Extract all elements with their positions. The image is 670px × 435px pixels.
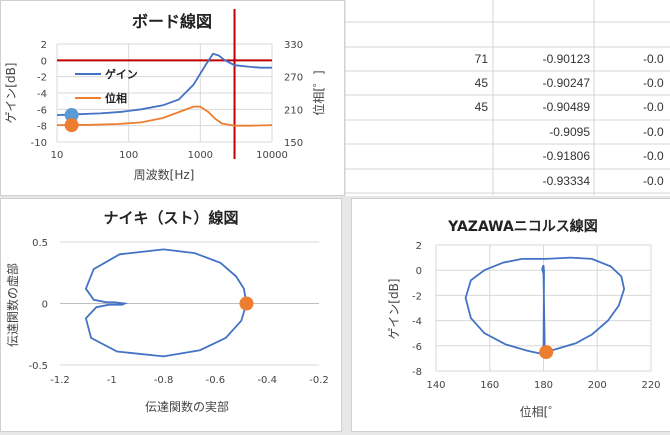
cell-a3[interactable]: 45 bbox=[474, 100, 488, 114]
x-tick-label: 10 bbox=[51, 150, 64, 161]
y-tick-label: 0.5 bbox=[32, 238, 48, 249]
gain-marker bbox=[64, 108, 79, 123]
cell-b2[interactable]: -0.90247 bbox=[542, 76, 590, 90]
x-tick-label: 200 bbox=[588, 380, 607, 391]
x-tick-label: 220 bbox=[641, 380, 660, 391]
chart-title: YAZAWAニコルス線図 bbox=[447, 218, 598, 235]
nichols-chart-panel[interactable]: YAZAWAニコルス線図 2 0 -2 -4 -6 -8 140 160 180 200 220 位相[… bbox=[351, 198, 670, 432]
y2-tick-label: 270 bbox=[284, 73, 303, 84]
x-axis-title: 周波数[Hz] bbox=[134, 167, 195, 182]
x-tick-label: -0.2 bbox=[309, 375, 329, 386]
cell-b1[interactable]: -0.90123 bbox=[542, 52, 590, 66]
x-tick-label: -1 bbox=[107, 375, 117, 386]
x-tick-label: 180 bbox=[534, 380, 553, 391]
cell-b4[interactable]: -0.9095 bbox=[549, 125, 590, 139]
y-tick-label: -2 bbox=[412, 291, 422, 302]
x-axis-title: 位相[゜ bbox=[520, 404, 561, 419]
cell-c6[interactable]: -0.0 bbox=[643, 174, 664, 188]
cell-b5[interactable]: -0.91806 bbox=[542, 149, 590, 163]
cell-a2[interactable]: 45 bbox=[474, 76, 488, 90]
x-tick-label: -0.4 bbox=[257, 375, 277, 386]
cell-c5[interactable]: -0.0 bbox=[643, 149, 664, 163]
y-tick-label: 0 bbox=[42, 300, 48, 311]
cell-c2[interactable]: -0.0 bbox=[643, 76, 664, 90]
x-tick-label: -1.2 bbox=[50, 375, 70, 386]
nyquist-chart: ナイキ（スト）線図 0.5 0 -0.5-1.2 -1 -0.8 -0.6 -0.4 -0.2 伝… bbox=[5, 209, 329, 414]
x-tick-label: 1000 bbox=[188, 150, 213, 161]
cell-a1[interactable]: 71 bbox=[474, 52, 488, 66]
y-tick-label: -4 bbox=[412, 317, 422, 328]
x-tick-label: 160 bbox=[480, 380, 499, 391]
chart-title: ナイキ（スト）線図 bbox=[103, 209, 238, 227]
cell-c3[interactable]: -0.0 bbox=[643, 100, 664, 114]
y-tick-label: 2 bbox=[416, 241, 422, 252]
y-axis-title: 伝達関数の虚部 bbox=[5, 263, 20, 347]
cell-c1[interactable]: -0.0 bbox=[643, 52, 664, 66]
gain-series-line bbox=[56, 52, 272, 116]
y-tick-label: -8 bbox=[412, 367, 422, 378]
nichols-series-line bbox=[464, 256, 626, 355]
y-tick-label: -10 bbox=[31, 138, 47, 149]
nyquist-chart-panel[interactable]: ナイキ（スト）線図 0.5 0 -0.5 -1.2 -1 -0.8 -0.6 -0.4 -0.2 伝… bbox=[0, 198, 342, 432]
bode-chart-panel[interactable]: ボード線図 2 0 -2 -4 -6 -8 -10 10 100 1000 10000 330 270 21… bbox=[0, 0, 345, 196]
cell-c4[interactable]: -0.0 bbox=[643, 125, 664, 139]
chart-title: ボード線図 bbox=[132, 12, 212, 31]
nyquist-marker bbox=[239, 296, 254, 311]
legend-gain-label: ゲイン bbox=[105, 67, 138, 81]
nichols-chart: YAZAWAニコルス線図 2 0 -2 -4 -6 -8 140 160 180 200 220 位相[… bbox=[387, 218, 661, 419]
x-tick-label: 140 bbox=[426, 380, 445, 391]
cell-b3[interactable]: -0.90489 bbox=[542, 100, 590, 114]
y-tick-label: -0.5 bbox=[28, 361, 48, 372]
nyquist-series-line bbox=[84, 248, 248, 358]
phase-marker bbox=[64, 118, 79, 133]
nichols-marker bbox=[539, 345, 554, 360]
y-tick-label: -8 bbox=[37, 122, 47, 133]
x-tick-label: 100 bbox=[119, 150, 138, 161]
y-tick-label: 0 bbox=[416, 266, 422, 277]
x-tick-label: 10000 bbox=[256, 150, 288, 161]
cell-b6[interactable]: -0.93334 bbox=[542, 174, 590, 188]
y-tick-label: -2 bbox=[37, 73, 47, 84]
y2-tick-label: 210 bbox=[284, 105, 303, 116]
y-tick-label: -6 bbox=[37, 105, 47, 116]
y-tick-label: 0 bbox=[41, 56, 47, 67]
x-tick-label: -0.6 bbox=[206, 375, 226, 386]
y2-axis-title: 位相[゜] bbox=[311, 70, 326, 115]
y2-tick-label: 150 bbox=[284, 138, 303, 149]
phase-series-line bbox=[56, 105, 273, 127]
x-tick-label: -0.8 bbox=[154, 375, 174, 386]
y-tick-label: -4 bbox=[37, 89, 47, 100]
y-tick-label: 2 bbox=[41, 40, 47, 51]
y-tick-label: -6 bbox=[412, 342, 422, 353]
bode-chart: ボード線図 2 0 -2 -4 -6 -8 -10 10 100 1000 10000 330 270 21… bbox=[4, 9, 326, 182]
y2-tick-label: 330 bbox=[284, 40, 303, 51]
legend-phase-label: 位相 bbox=[105, 91, 127, 105]
y-axis-title: ゲイン[dB] bbox=[4, 63, 18, 124]
x-axis-title: 伝達関数の実部 bbox=[145, 399, 229, 414]
y-axis-title: ゲイン[dB] bbox=[387, 279, 401, 340]
